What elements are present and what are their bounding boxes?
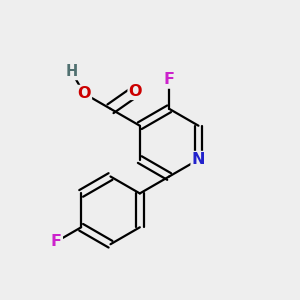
Text: N: N <box>192 152 205 167</box>
Text: F: F <box>51 234 62 249</box>
Text: O: O <box>77 86 91 101</box>
Text: H: H <box>65 64 77 79</box>
Text: F: F <box>164 73 175 88</box>
Text: O: O <box>129 84 142 99</box>
